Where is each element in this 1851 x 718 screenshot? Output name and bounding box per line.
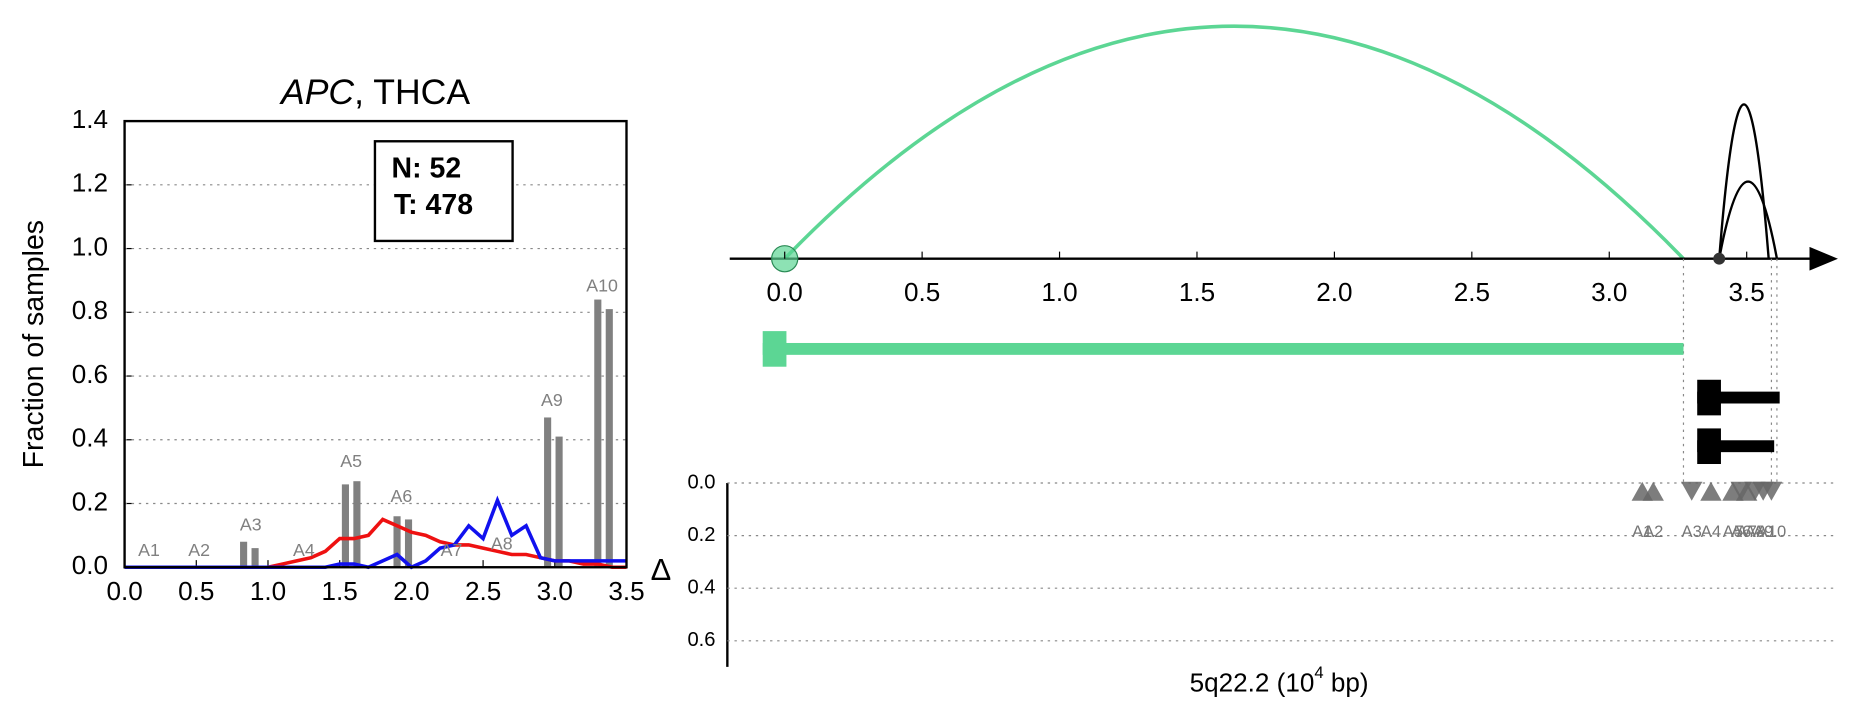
annotation: A9: [541, 390, 563, 410]
site-marker: [1736, 481, 1758, 501]
x-label-tail: bp): [1324, 668, 1369, 698]
arc: [783, 24, 1685, 260]
chart-title: APC, THCA: [279, 72, 470, 112]
annotation: A8: [491, 534, 513, 554]
site-marker: [1700, 481, 1722, 501]
arc: [1718, 103, 1770, 259]
x-tick-label: 3.0: [537, 576, 573, 606]
title-rest: , THCA: [354, 72, 470, 112]
x-tick-label: 1.5: [322, 576, 358, 606]
site-marker: [1642, 481, 1664, 501]
bar: [605, 309, 613, 568]
y-tick-label: 1.2: [72, 168, 108, 198]
transcript: [762, 342, 1684, 355]
annotation: A6: [390, 486, 412, 506]
anchor-point: [1713, 252, 1726, 265]
x-tick-label: 3.5: [1729, 277, 1765, 307]
title-gene: APC: [279, 72, 354, 112]
y-axis-label: Δ: [651, 552, 672, 587]
bar: [555, 436, 563, 568]
site-label: A1: [1632, 522, 1652, 541]
site-label: A3: [1682, 522, 1702, 541]
x-tick-label: 1.0: [1041, 277, 1077, 307]
y-tick-label: 0.4: [687, 577, 715, 599]
site-label: A5: [1723, 522, 1743, 541]
site-label: A8: [1745, 522, 1765, 541]
y-tick-label: 0.4: [72, 423, 108, 453]
bar: [353, 481, 361, 568]
info-text: T: 478: [394, 189, 473, 221]
annotation: A5: [340, 451, 362, 471]
x-tick-label: 0.5: [904, 277, 940, 307]
bar: [404, 519, 413, 568]
y-axis-label: Fraction of samples: [18, 220, 50, 468]
y-tick-label: 0.2: [687, 524, 715, 546]
bar: [544, 417, 552, 568]
annotation: A7: [441, 540, 463, 560]
info-text: N: 52: [392, 152, 462, 184]
site-label: A9: [1753, 522, 1773, 541]
bar: [240, 541, 248, 568]
x-tick-label: 0.5: [178, 576, 214, 606]
info-box: [373, 140, 514, 243]
x-tick-label: 0.0: [106, 576, 142, 606]
annotation: A10: [586, 276, 618, 296]
x-tick-label: 0.0: [767, 277, 803, 307]
bar: [251, 548, 259, 568]
site-marker: [1681, 481, 1703, 501]
x-tick-label: 2.5: [1454, 277, 1490, 307]
site-label: A6: [1731, 522, 1751, 541]
site-label: A10: [1757, 522, 1787, 541]
y-tick-label: 0.6: [687, 629, 715, 651]
y-tick-label: 0.0: [687, 471, 715, 493]
x-label-sup: 4: [1314, 663, 1323, 682]
y-tick-label: 0.2: [72, 486, 108, 516]
x-tick-label: 3.5: [608, 576, 644, 606]
site-marker: [1760, 481, 1783, 501]
bar: [594, 299, 602, 568]
y-tick-label: 0.8: [72, 295, 108, 325]
annotation: A1: [138, 540, 160, 560]
x-tick-label: 2.0: [393, 576, 429, 606]
plot-frame: [123, 119, 628, 569]
annotation: A3: [240, 515, 262, 535]
site-label: A4: [1701, 522, 1721, 541]
x-axis-label: 5q22.2 (104 bp): [1190, 663, 1369, 697]
annotation: A2: [188, 540, 210, 560]
site-marker: [1722, 481, 1744, 501]
bar: [341, 484, 349, 568]
x-tick-label: 3.0: [1591, 277, 1627, 307]
site-label: A2: [1643, 522, 1663, 541]
site-label: A7: [1737, 522, 1757, 541]
x-tick-label: 1.5: [1179, 277, 1215, 307]
annotation: A4: [293, 540, 315, 560]
transcript: [1697, 440, 1775, 453]
y-tick-label: 1.0: [72, 231, 108, 261]
y-tick-label: 0.6: [72, 359, 108, 389]
x-label-main: 5q22.2 (10: [1190, 668, 1315, 698]
x-tick-label: 2.0: [1316, 277, 1352, 307]
transcript: [1697, 391, 1780, 404]
arc: [1718, 180, 1779, 259]
y-tick-label: 0.0: [72, 550, 108, 580]
y-tick-label: 1.4: [72, 104, 108, 134]
x-tick-label: 1.0: [250, 576, 286, 606]
bar: [393, 516, 401, 568]
x-tick-label: 2.5: [465, 576, 501, 606]
